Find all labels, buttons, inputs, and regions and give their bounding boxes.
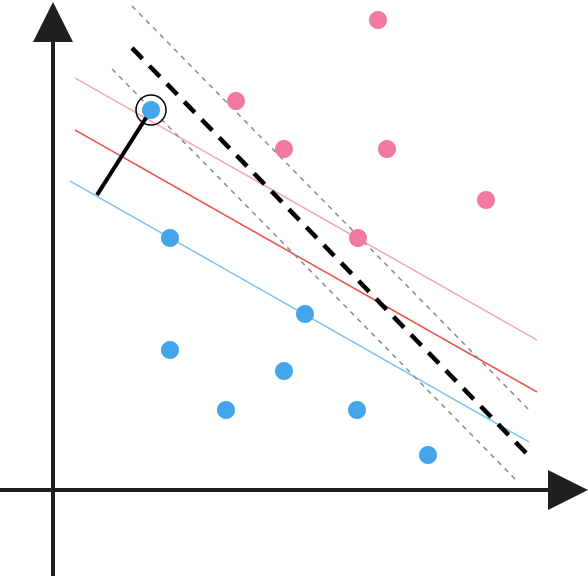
red-separator-line [74,129,538,393]
blue-data-point [217,401,235,419]
blue-data-point [142,101,160,119]
pink-margin-line [74,77,538,341]
pink-data-point [378,140,396,158]
support-vector-ring [135,94,167,126]
blue-data-point [275,362,293,380]
pink-data-point [369,11,387,29]
blue-data-point [161,229,179,247]
blue-data-point [161,341,179,359]
dashed-margin-upper-line [131,5,532,413]
pink-data-point [477,191,495,209]
blue-data-point [348,401,366,419]
lines-layer [69,5,538,481]
pink-data-point [227,92,245,110]
blue-data-point [419,446,437,464]
blue-data-point [296,305,314,323]
distance-segment [95,108,153,197]
points-layer [135,11,495,464]
pink-data-point [349,229,367,247]
dashed-margin-lower-line [111,68,517,481]
dashed-boundary-line [130,46,533,460]
pink-data-point [275,140,293,158]
